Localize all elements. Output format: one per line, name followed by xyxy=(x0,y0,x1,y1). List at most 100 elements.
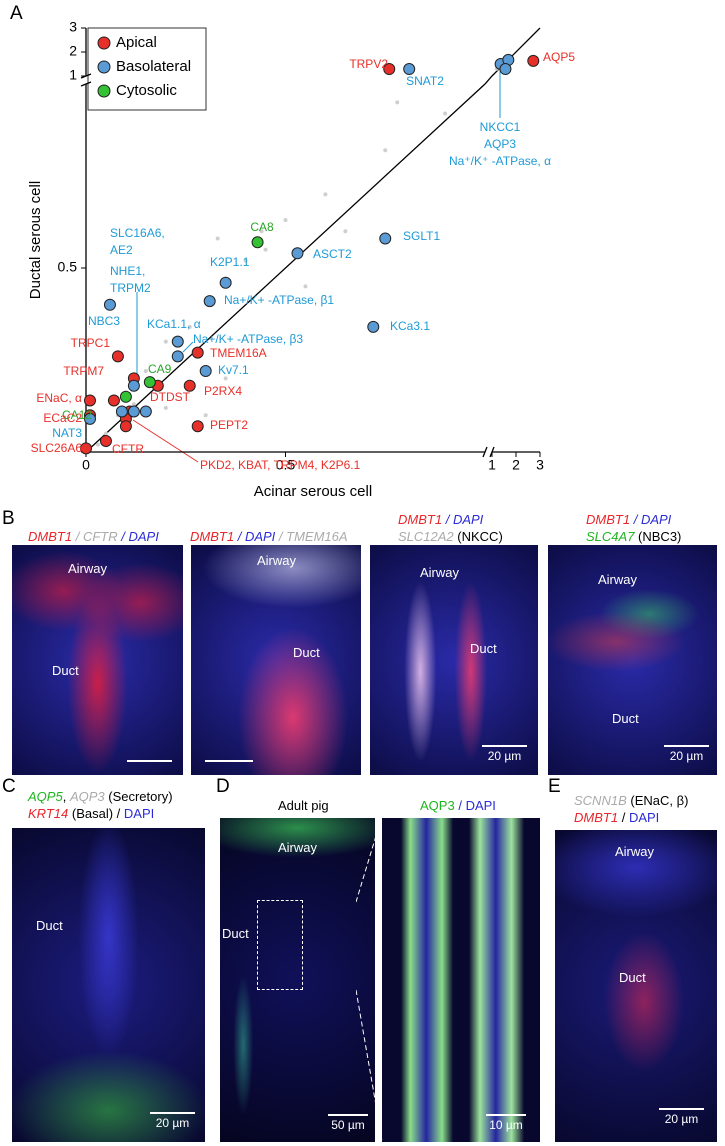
point-annotation: DTDST xyxy=(150,390,191,404)
legend-label: Basolateral xyxy=(116,58,191,75)
caption-part: DMBT1 xyxy=(190,529,235,544)
point-annotation: AQP5 xyxy=(543,50,575,64)
caption-part: DMBT1 xyxy=(28,529,73,544)
point-annotation: NAT3 xyxy=(52,426,82,440)
zoom-line xyxy=(356,989,383,1141)
caption-part: (ENaC, β) xyxy=(630,793,689,808)
panel-label: C xyxy=(2,776,16,797)
data-point xyxy=(183,379,196,392)
panel-title: Adult pig xyxy=(278,798,329,813)
x-axis-label: Acinar serous cell xyxy=(254,483,372,500)
region-label: Airway xyxy=(278,840,318,855)
point-annotation: Na+/K+ -ATPase, β3 xyxy=(193,332,303,346)
axis-break xyxy=(80,81,92,87)
point-annotation: P2RX4 xyxy=(204,384,242,398)
x-tick-label: 3 xyxy=(536,457,544,473)
point-annotation: ASCT2 xyxy=(313,247,352,261)
background-point xyxy=(443,111,448,116)
panel-label: B xyxy=(2,508,15,529)
scale-bar: 10 µm xyxy=(486,1114,526,1132)
scale-bar: 20 µm xyxy=(150,1112,195,1130)
point-annotation: NKCC1 xyxy=(480,120,521,134)
point-annotation: CA8 xyxy=(250,220,274,234)
point-annotation: NBC3 xyxy=(88,314,120,328)
background-point xyxy=(283,218,288,223)
caption-part: DAPI xyxy=(128,529,159,544)
background-point xyxy=(103,431,108,436)
data-point xyxy=(499,63,512,76)
data-point xyxy=(119,420,132,433)
leader-line xyxy=(132,419,199,463)
caption-part: TMEM16A xyxy=(286,529,348,544)
caption-part: / xyxy=(621,810,626,825)
panel-label: A xyxy=(10,3,23,24)
data-point xyxy=(367,320,380,333)
caption-part: DAPI xyxy=(640,512,672,527)
point-annotation: ECaC2 xyxy=(43,411,82,425)
point-annotation: KCa1.1, α xyxy=(147,317,201,331)
caption: AQP3 / DAPI xyxy=(420,797,496,814)
scale-label: 20 µm xyxy=(155,1116,190,1130)
data-point xyxy=(291,247,304,260)
point-annotation: CA12 xyxy=(62,408,92,422)
data-point xyxy=(143,376,156,389)
caption-part: DAPI xyxy=(452,512,484,527)
y-tick-label: 0.5 xyxy=(58,259,78,275)
y-tick-label: 2 xyxy=(69,43,77,59)
region-label: Airway xyxy=(420,565,460,580)
scale-bar: 20 µm xyxy=(664,745,709,763)
caption-part: , xyxy=(62,789,67,804)
legend-marker xyxy=(97,84,111,98)
zoom-line xyxy=(356,815,383,903)
region-label: Duct xyxy=(293,645,320,660)
panel-label: E xyxy=(548,776,561,797)
caption-part: DAPI xyxy=(123,806,155,821)
caption-part: SLC12A2 xyxy=(398,529,454,544)
caption-part: / xyxy=(237,529,242,544)
region-label: Duct xyxy=(612,711,639,726)
point-annotation: SLC26A6 xyxy=(31,441,83,455)
caption-part: SLC4A7 xyxy=(586,529,635,544)
background-point xyxy=(383,148,388,153)
data-point xyxy=(199,365,212,378)
region-label: Duct xyxy=(619,970,646,985)
micrograph: Airway Duct 50 µm xyxy=(220,818,375,1142)
caption-part: DMBT1 xyxy=(586,512,631,527)
point-annotation: SGLT1 xyxy=(403,229,440,243)
background-point xyxy=(203,413,208,418)
data-point xyxy=(139,405,152,418)
micrograph: Duct 20 µm xyxy=(12,828,205,1142)
caption-part: (Secretory) xyxy=(108,789,173,804)
micrograph: Airway Duct xyxy=(12,545,183,775)
caption: DMBT1 / CFTR / DAPI xyxy=(28,528,159,545)
scatter-chart: A Acinar serous cell Ductal serous cell … xyxy=(10,3,575,500)
data-point xyxy=(83,412,96,425)
leader-lines xyxy=(132,70,501,463)
legend-label: Apical xyxy=(116,34,157,51)
background-point xyxy=(259,229,264,234)
scale-label: 50 µm xyxy=(331,1118,365,1132)
point-annotation: KCa3.1 xyxy=(390,319,430,333)
point-annotation: AQP3 xyxy=(484,137,516,151)
region-label: Duct xyxy=(52,663,79,678)
point-annotation: K2P1.1 xyxy=(210,255,250,269)
data-point xyxy=(191,346,204,359)
point-annotation: PEPT2 xyxy=(210,418,248,432)
scale-bar xyxy=(205,760,253,764)
point-annotation: TMEM16A xyxy=(210,346,267,360)
caption: SCNN1B (ENaC, β) DMBT1 / DAPI xyxy=(574,792,688,826)
data-point xyxy=(127,405,140,418)
region-label: Airway xyxy=(257,553,297,568)
scale-bar: 20 µm xyxy=(659,1108,704,1126)
micrograph: Airway Duct 20 µm xyxy=(370,545,538,775)
data-point xyxy=(83,394,96,407)
data-point xyxy=(379,232,392,245)
point-annotation: Na+/K+ -ATPase, β1 xyxy=(224,293,334,307)
x-tick-label: 0.5 xyxy=(276,457,296,473)
caption-part: SCNN1B xyxy=(574,793,627,808)
background-point xyxy=(163,405,168,410)
y-tick-label: 1 xyxy=(69,67,77,83)
caption-part: DAPI xyxy=(465,798,496,813)
zoom-lines xyxy=(356,815,383,1141)
data-point xyxy=(99,434,112,447)
